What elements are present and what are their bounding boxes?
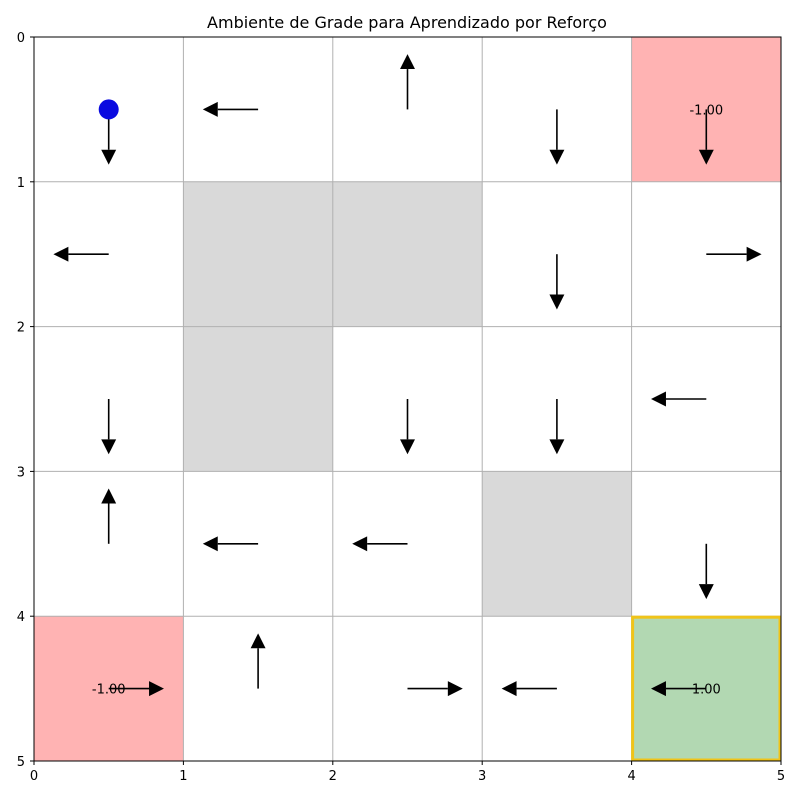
policy-arrow-right [407,681,463,697]
x-tick-label: 2 [329,769,337,784]
arrow-head [400,439,415,455]
arrow-head [549,149,565,165]
goal-border [631,615,782,762]
arrow-head [149,681,164,697]
policy-arrow-up [400,54,415,110]
arrow-head [352,536,368,552]
policy-arrow-down [549,109,565,165]
axes-frame [33,36,782,762]
arrow-head [651,391,666,407]
y-tick-label: 3 [17,465,25,480]
arrow-head [101,149,117,165]
obstacle-cell [183,326,333,472]
x-tick-label: 4 [627,769,635,784]
agent-marker [98,99,119,120]
obstacle-cell [183,181,333,327]
y-tick-label: 5 [17,755,25,770]
arrow-head [549,294,565,310]
policy-arrow-left [202,536,259,552]
arrow-head [101,439,117,455]
arrow-head [746,246,762,262]
reward-label: -1.00 [92,683,126,698]
policy-arrow-left [53,246,109,262]
y-tick-label: 1 [17,176,25,191]
arrow-head [651,681,666,697]
arrow-head [549,439,565,455]
arrow-head [698,584,714,600]
reward-label: 1.00 [692,683,721,698]
arrow-head [698,149,714,165]
chart-title: Ambiente de Grade para Aprendizado por R… [207,13,607,32]
arrow-head [101,488,117,504]
y-tick-label: 0 [17,31,25,46]
policy-arrow-down [400,399,415,455]
obstacle-cell [482,471,632,617]
policy-arrow-down [698,543,714,600]
policy-arrow-left [651,681,707,697]
x-tick-label: 0 [30,769,38,784]
policy-arrow-right [108,681,164,697]
obstacle-cell [332,181,483,327]
y-tick-label: 4 [17,610,25,625]
x-tick-label: 5 [777,769,785,784]
arrow-head [400,54,415,70]
policy-arrow-up [250,633,266,689]
policy-arrow-up [101,488,117,544]
policy-arrow-down [698,109,714,165]
policy-arrow-down [101,399,117,455]
arrow-head [447,681,463,697]
policy-arrow-left [202,101,259,117]
policy-arrow-down [549,254,565,310]
x-tick-label: 1 [179,769,187,784]
arrow-head [202,101,218,117]
policy-arrow-left [651,391,707,407]
arrow-head [250,633,266,649]
arrow-head [501,681,517,697]
arrow-head [53,246,69,262]
policy-arrow-down [549,399,565,455]
policy-arrow-left [501,681,557,697]
arrow-head [202,536,218,552]
y-tick-label: 2 [17,321,25,336]
policy-arrow-right [706,246,762,262]
policy-arrow-left [352,536,408,552]
x-tick-label: 3 [478,769,486,784]
